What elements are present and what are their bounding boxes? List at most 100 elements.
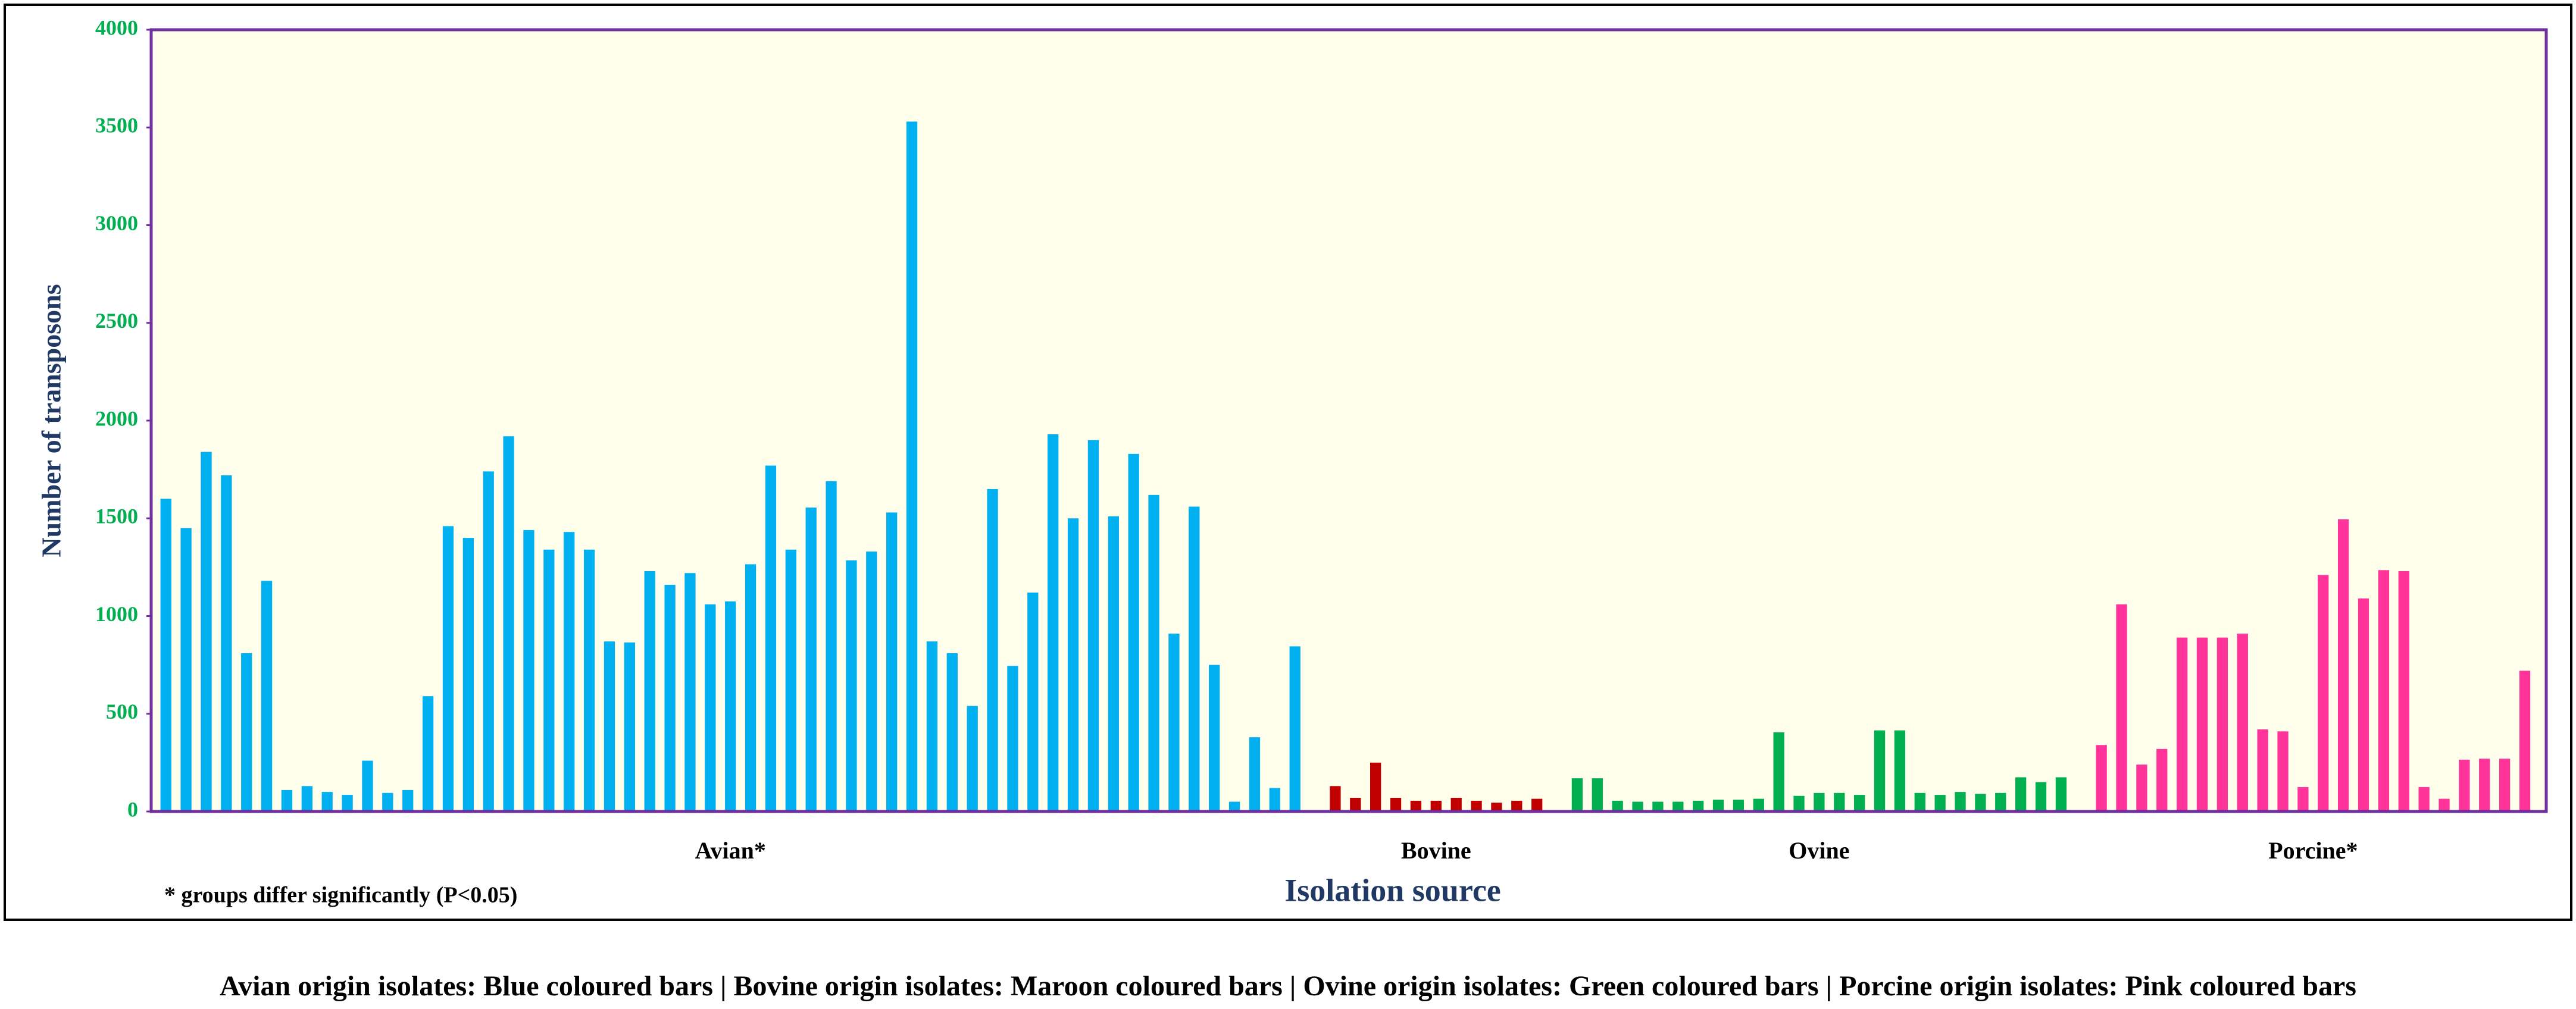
- bar: [382, 792, 393, 811]
- bar: [1693, 800, 1704, 811]
- bar: [2297, 786, 2309, 811]
- bar: [1995, 792, 2006, 811]
- bar: [1793, 795, 1805, 811]
- bar: [2116, 604, 2127, 811]
- bar: [1894, 730, 1906, 811]
- bar: [1289, 646, 1300, 811]
- bar: [946, 653, 958, 811]
- bar: [1834, 792, 1845, 811]
- bar: [281, 789, 293, 811]
- y-tick-label: 2000: [95, 406, 138, 430]
- bar: [2337, 519, 2349, 811]
- bar: [301, 786, 312, 811]
- bar: [1854, 795, 1865, 811]
- bar: [1652, 801, 1664, 811]
- bar: [342, 795, 353, 811]
- y-tick-label: 1000: [95, 602, 138, 626]
- bar: [2035, 782, 2047, 811]
- bar: [2418, 786, 2430, 811]
- bar: [543, 549, 555, 811]
- bar: [1814, 792, 1825, 811]
- bar: [705, 604, 716, 811]
- x-axis-label: Isolation source: [1284, 872, 1501, 908]
- y-tick-label: 3500: [95, 114, 138, 137]
- bar: [523, 529, 534, 811]
- bar: [1330, 786, 1341, 811]
- bar: [1571, 778, 1583, 811]
- bar: [765, 465, 777, 811]
- y-tick-label: 1500: [95, 504, 138, 528]
- bar: [2378, 570, 2390, 811]
- bar: [583, 549, 595, 811]
- bar: [987, 488, 998, 811]
- bar: [2096, 745, 2107, 811]
- bar: [261, 581, 273, 811]
- y-tick-label: 2500: [95, 309, 138, 333]
- bar: [2358, 598, 2369, 811]
- bar: [1491, 803, 1502, 811]
- bar: [1269, 788, 1280, 811]
- bar: [1975, 794, 1986, 811]
- bar: [402, 789, 414, 811]
- bar: [1108, 516, 1119, 811]
- bar: [1067, 518, 1079, 811]
- bar: [1350, 798, 1361, 811]
- bar: [664, 584, 676, 811]
- bar: [967, 706, 978, 811]
- bar: [725, 601, 736, 811]
- bar: [1430, 800, 1442, 811]
- bar: [1087, 440, 1099, 811]
- bar: [2459, 759, 2470, 811]
- bar: [2156, 748, 2168, 811]
- bar: [221, 475, 232, 811]
- bar: [1007, 666, 1018, 811]
- bar: [1874, 730, 1886, 811]
- bar: [1934, 795, 1946, 811]
- group-label: Porcine*: [2268, 837, 2358, 864]
- bar: [1914, 792, 1925, 811]
- bar: [2257, 729, 2268, 811]
- bar: [1531, 798, 1543, 811]
- bar: [2015, 777, 2027, 811]
- bar: [321, 792, 333, 811]
- bar: [2055, 777, 2067, 811]
- bar: [826, 481, 837, 811]
- group-label: Avian*: [695, 837, 766, 864]
- bar: [2217, 637, 2228, 811]
- bar: [926, 641, 938, 811]
- bar: [1249, 737, 1261, 811]
- bar: [1592, 778, 1603, 811]
- bar: [1148, 494, 1159, 811]
- bar: [180, 528, 192, 811]
- y-tick-label: 4000: [95, 15, 138, 39]
- bar: [1632, 801, 1643, 811]
- bar: [2479, 759, 2490, 811]
- bar: [2318, 575, 2329, 811]
- bar: [2398, 571, 2409, 811]
- bar: [1511, 800, 1523, 811]
- bar: [2277, 731, 2289, 811]
- bar: [1612, 800, 1623, 811]
- bar: [241, 653, 252, 811]
- bar: [1672, 801, 1684, 811]
- bar: [1370, 762, 1381, 811]
- bar: [503, 436, 514, 811]
- bar: [1410, 800, 1422, 811]
- caption: Avian origin isolates: Blue coloured bar…: [220, 970, 2356, 1002]
- bar: [2519, 670, 2531, 811]
- group-label: Bovine: [1401, 837, 1471, 864]
- bar: [362, 760, 373, 811]
- y-axis-label: Number of transposons: [36, 284, 67, 557]
- bar: [604, 641, 615, 811]
- bar: [1048, 434, 1059, 811]
- bar: [2237, 634, 2248, 811]
- bar: [1189, 506, 1200, 811]
- bar: [1209, 665, 1220, 811]
- bar: [2196, 637, 2208, 811]
- bar: [2136, 764, 2147, 811]
- bar: [624, 642, 635, 811]
- bar: [1228, 801, 1240, 811]
- y-tick-label: 0: [127, 797, 138, 821]
- note: * groups differ significantly (P<0.05): [164, 883, 517, 908]
